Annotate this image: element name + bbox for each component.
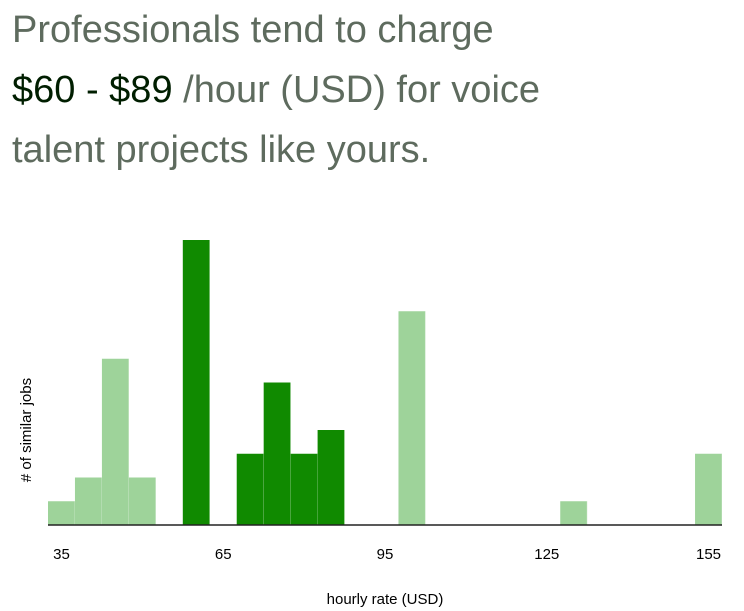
x-axis-title: hourly rate (USD) <box>327 591 444 608</box>
x-tick-label: 125 <box>534 546 559 563</box>
histogram-bar <box>236 453 264 525</box>
histogram-bar <box>398 311 426 525</box>
headline-line-2: $60 - $89 /hour (USD) for voice <box>12 60 732 120</box>
histogram-bar <box>48 501 75 525</box>
headline-line-3: talent projects like yours. <box>12 129 431 171</box>
x-tick-labels: 35 65 95 125 155 <box>53 546 721 563</box>
headline-line-1: Professionals tend to charge <box>12 9 494 51</box>
histogram-bar <box>695 453 722 525</box>
y-axis-title: # of similar jobs <box>18 378 35 482</box>
bars-group <box>48 240 723 525</box>
histogram-bar <box>263 382 291 525</box>
histogram-bar <box>101 358 129 525</box>
x-tick-label: 95 <box>377 546 394 563</box>
headline-line-2-rest: /hour (USD) for voice <box>172 69 541 111</box>
x-tick-label: 35 <box>53 546 70 563</box>
histogram-bar <box>317 430 345 525</box>
rate-range: $60 - $89 <box>12 69 173 111</box>
histogram-bar <box>74 477 102 525</box>
histogram-bar <box>128 477 156 525</box>
histogram-bar <box>290 453 318 525</box>
headline: Professionals tend to charge $60 - $89 /… <box>12 0 732 180</box>
histogram-bar <box>182 240 210 525</box>
x-tick-label: 65 <box>215 546 232 563</box>
x-tick-label: 155 <box>696 546 721 563</box>
histogram-bar <box>560 501 588 525</box>
